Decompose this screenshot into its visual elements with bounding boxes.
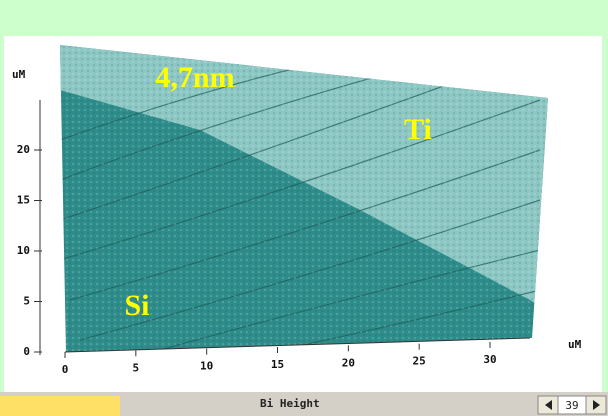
y-tick-label: 0 bbox=[23, 345, 30, 358]
screenshot: 4,7nm Ti Si uM uM 0 5 10 15 20 0 5 10 15 20 25 30 B… bbox=[0, 0, 608, 416]
y-tick-label: 5 bbox=[23, 295, 30, 308]
x-axis-unit: uM bbox=[568, 338, 582, 351]
y-axis-unit: uM bbox=[12, 68, 26, 81]
x-tick-label: 30 bbox=[483, 353, 496, 366]
y-tick-label: 15 bbox=[17, 194, 30, 207]
x-tick-label: 15 bbox=[271, 358, 284, 371]
legend-strip bbox=[0, 396, 120, 416]
page: {"image": {"annotations": {"thickness": … bbox=[0, 0, 608, 416]
annotation: Ti bbox=[404, 113, 432, 146]
x-tick-label: 5 bbox=[133, 361, 140, 374]
annotation: Si bbox=[124, 289, 149, 322]
page-number: 39 bbox=[565, 399, 578, 412]
channel-label: Bi Height bbox=[260, 397, 320, 410]
x-tick-label: 0 bbox=[62, 363, 69, 376]
y-tick-label: 20 bbox=[17, 143, 30, 156]
x-tick-label: 10 bbox=[200, 360, 213, 373]
annotation: 4,7nm bbox=[155, 61, 234, 94]
x-tick-label: 20 bbox=[342, 356, 355, 369]
y-tick-label: 10 bbox=[17, 244, 30, 257]
x-tick-label: 25 bbox=[413, 355, 426, 368]
